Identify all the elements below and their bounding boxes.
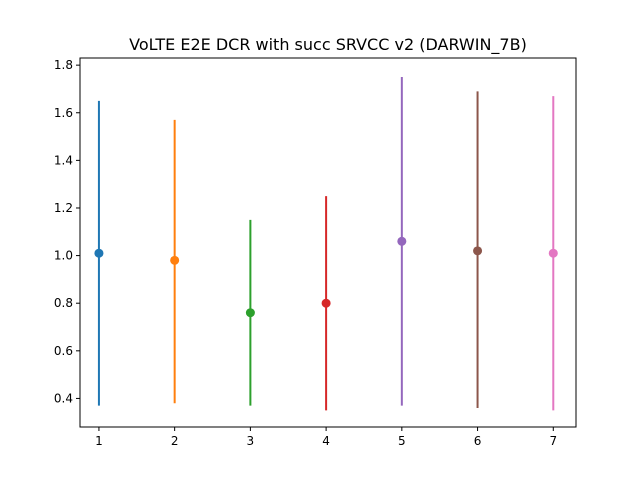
data-point (397, 236, 407, 246)
data-point (245, 308, 255, 318)
x-tick-label: 1 (95, 434, 103, 448)
y-tick-label: 0.6 (54, 344, 73, 358)
x-tick-label: 5 (398, 434, 406, 448)
data-point (170, 255, 180, 265)
data-point (94, 248, 104, 258)
x-tick-label: 6 (474, 434, 482, 448)
x-tick-label: 4 (322, 434, 330, 448)
x-tick-label: 7 (549, 434, 557, 448)
y-tick-label: 1.6 (54, 106, 73, 120)
y-tick-label: 1.4 (54, 153, 73, 167)
data-marks (94, 77, 558, 411)
data-point (321, 298, 331, 308)
y-tick-label: 0.8 (54, 296, 73, 310)
y-tick-label: 1.8 (54, 58, 73, 72)
axes: 1 2 3 4 5 6 7 0.4 0.6 0.8 1.0 1.2 1.4 1.6 1.8 (54, 58, 557, 448)
data-point (473, 246, 483, 256)
x-tick-label: 2 (171, 434, 179, 448)
y-tick-label: 1.0 (54, 249, 73, 263)
y-tick-label: 1.2 (54, 201, 73, 215)
data-point (548, 248, 558, 258)
x-tick-label: 3 (247, 434, 255, 448)
plot-frame (79, 57, 577, 428)
y-tick-label: 0.4 (54, 391, 73, 405)
chart-title: VoLTE E2E DCR with succ SRVCC v2 (DARWIN… (129, 35, 527, 55)
